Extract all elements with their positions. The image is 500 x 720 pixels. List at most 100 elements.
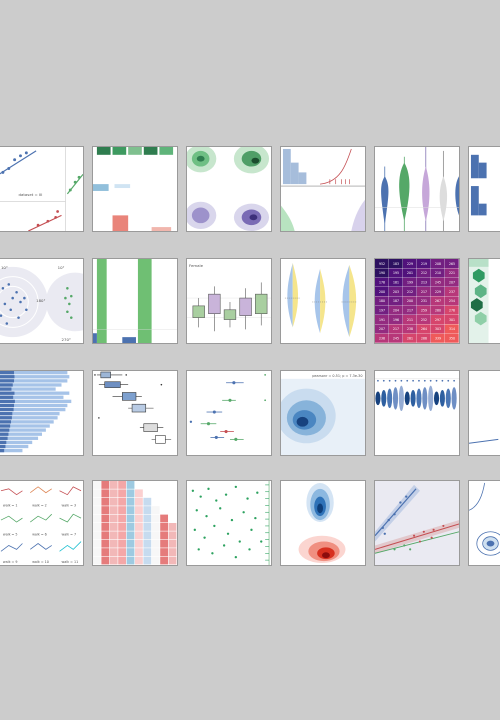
heatmap-cell-label: 303: [435, 327, 441, 331]
thumbnail-multiple-kde[interactable]: [186, 146, 272, 232]
heatmap-cell: [389, 277, 403, 287]
heatmap-cell: [375, 268, 389, 278]
facet-label: walk = 1: [3, 503, 18, 507]
bar: [0, 444, 29, 449]
grouped-boxplot-plot: Female: [187, 263, 271, 332]
pointplot-plot: [189, 374, 267, 441]
bar: [0, 371, 68, 375]
heatmap-cell: [403, 277, 417, 287]
heatmap-cell: [375, 333, 389, 343]
bar: [0, 391, 70, 395]
thumbnail-violin-hue[interactable]: [374, 146, 460, 232]
scatter-point: [248, 548, 251, 551]
thumbnail-anscombe-lmplot[interactable]: dataset = III: [0, 146, 84, 232]
matrix-cell: [151, 539, 160, 548]
violin: [410, 390, 416, 407]
bar: [0, 387, 12, 391]
outlier-point: [400, 379, 403, 382]
matrix-cell: [93, 489, 101, 498]
heatmap-cell: [389, 259, 403, 269]
heatmap-cell-label: 952: [379, 262, 385, 266]
matrix-cell: [168, 523, 177, 531]
scatter-point: [219, 507, 222, 510]
heatmap-cell: [445, 324, 459, 334]
heatmap-cell-label: 280: [435, 309, 441, 313]
bar: [0, 412, 60, 416]
thumbnail-regplot-hue[interactable]: [374, 480, 460, 566]
violin: [375, 391, 381, 406]
hexbin-plot: [469, 259, 489, 343]
matrix-cell: [126, 497, 135, 506]
thumbnail-facet-lines[interactable]: walk = 1 walk = 2 walk = 3 walk = 5 walk…: [0, 480, 84, 566]
bar-green-plot: [93, 259, 177, 343]
bar: [0, 387, 56, 391]
heatmap-cell: [417, 324, 431, 334]
bar: [0, 440, 33, 445]
matrix-cell: [109, 539, 118, 548]
heatmap-cell: [403, 268, 417, 278]
bar: [0, 383, 62, 387]
bar: [0, 403, 68, 408]
matrix-cell: [93, 497, 101, 506]
violin-hue-plot: [375, 147, 459, 231]
thumbnail-bivariate-kde[interactable]: [280, 480, 366, 566]
heatmap-cell-label: 219: [421, 262, 427, 266]
heatmap-cell: [431, 287, 445, 297]
thumbnail-jointplot-kde[interactable]: pearsonr = 0.51; p = 7.3e-30: [280, 370, 366, 456]
thumbnail-bar-green[interactable]: [92, 258, 178, 344]
thumbnail-partial-blue[interactable]: [468, 370, 500, 456]
thumbnail-kde-contour-blue[interactable]: [468, 480, 500, 566]
matrix-cell: [109, 548, 118, 557]
thumbnail-hist-blue[interactable]: [468, 146, 500, 232]
matrix-cell: [126, 523, 135, 531]
correlation-matrix-plot: [93, 481, 177, 565]
matrix-cell: [109, 497, 118, 506]
matrix-cell: [143, 523, 152, 531]
heatmap-cell-label: 178: [379, 281, 385, 285]
thumbnail-split-violin[interactable]: [280, 258, 366, 344]
thumbnail-heatmap-annotated[interactable]: [92, 146, 178, 232]
heatmap-cell: [431, 315, 445, 325]
outlier-point: [406, 379, 409, 382]
matrix-cell: [101, 481, 110, 489]
thumbnail-hexbin[interactable]: [468, 258, 500, 344]
thumbnail-flights-heatmap[interactable]: 952 183 229 219 208 265 190 195 201 212 210 221 178 1…: [374, 258, 460, 344]
marginal-hist-plot: [281, 148, 365, 231]
matrix-cell: [118, 548, 127, 557]
jointplot-kde-plot: pearsonr = 0.51; p = 7.3e-30: [281, 371, 365, 455]
heatmap-cell: [445, 305, 459, 315]
violin-timeseries-plot: [375, 378, 459, 412]
heatmap-cell: [431, 324, 445, 334]
heatmap-cell: [417, 333, 431, 343]
thumbnail-scatter-rug[interactable]: [186, 480, 272, 566]
thumbnail-pointplot[interactable]: [186, 370, 272, 456]
thumbnail-horizontal-boxplot[interactable]: [92, 370, 178, 456]
matrix-cell: [118, 481, 127, 489]
heatmap-cell-label: 207: [379, 327, 385, 331]
heatmap-cell-label: 229: [435, 290, 441, 294]
bar: [0, 395, 14, 399]
heatmap-cell-label: 212: [407, 290, 413, 294]
violin: [387, 388, 393, 409]
split-violin-plot: [284, 262, 358, 338]
angle-label: 10°: [1, 265, 8, 270]
matrix-cell: [126, 514, 135, 523]
thumbnail-correlation-matrix[interactable]: [92, 480, 178, 566]
scatter-rug-plot: [191, 481, 270, 565]
thumbnail-horizontal-bars[interactable]: [0, 370, 84, 456]
thumbnail-polar-scatter[interactable]: 10° 10° 180° 270°: [0, 258, 84, 344]
thumbnail-marginal-hist[interactable]: [280, 146, 366, 232]
flights-heatmap-plot: 952 183 229 219 208 265 190 195 201 212 210 221 178 1…: [375, 259, 459, 343]
scatter-point: [191, 489, 195, 492]
heatmap-cell-label: 187: [393, 299, 399, 303]
heatmap-cell-label: 314: [449, 327, 455, 331]
scatter-point: [242, 511, 245, 514]
bar: [0, 436, 8, 440]
thumbnail-grouped-boxplot[interactable]: Female: [186, 258, 272, 344]
outlier-point: [377, 379, 379, 382]
outlier-point: [388, 379, 391, 382]
bar: [0, 412, 13, 416]
matrix-cell: [118, 497, 127, 506]
heatmap-cell-label: 197: [379, 309, 385, 313]
thumbnail-violin-timeseries[interactable]: [374, 370, 460, 456]
